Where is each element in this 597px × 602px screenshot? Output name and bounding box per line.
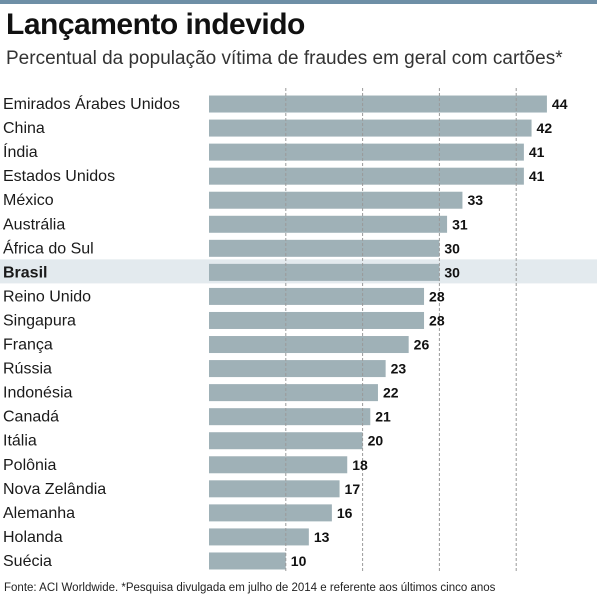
category-label-8: Reino Unido xyxy=(3,288,91,305)
bar-19 xyxy=(209,552,286,570)
bar-16 xyxy=(209,480,340,498)
category-label-6: África do Sul xyxy=(3,238,94,257)
value-label-12: 22 xyxy=(383,385,399,401)
value-label-18: 13 xyxy=(314,529,330,545)
category-label-1: China xyxy=(3,120,45,137)
value-label-10: 26 xyxy=(414,337,430,353)
value-label-4: 33 xyxy=(467,192,483,208)
value-label-14: 20 xyxy=(368,433,384,449)
bar-5 xyxy=(209,215,448,233)
category-label-4: México xyxy=(3,192,54,209)
category-label-9: Singapura xyxy=(3,312,76,329)
value-label-7: 30 xyxy=(444,264,460,280)
bar-3 xyxy=(209,167,524,185)
bar-7 xyxy=(209,263,440,281)
category-label-18: Holanda xyxy=(3,529,63,546)
category-label-19: Suécia xyxy=(3,553,52,570)
bar-12 xyxy=(209,384,378,402)
value-label-17: 16 xyxy=(337,505,353,521)
bar-9 xyxy=(209,311,425,329)
value-label-8: 28 xyxy=(429,288,445,304)
category-label-5: Austrália xyxy=(3,216,65,233)
bar-11 xyxy=(209,360,386,378)
bar-6 xyxy=(209,239,440,257)
value-label-11: 23 xyxy=(391,361,407,377)
value-label-19: 10 xyxy=(291,553,307,569)
category-label-14: Itália xyxy=(3,433,37,450)
category-label-13: Canadá xyxy=(3,409,59,426)
value-label-15: 18 xyxy=(352,457,368,473)
chart-subtitle: Percentual da população vítima de fraude… xyxy=(6,48,563,69)
value-label-6: 30 xyxy=(444,240,460,256)
category-label-12: Indonésia xyxy=(3,385,72,402)
category-label-17: Alemanha xyxy=(3,505,75,522)
bar-2 xyxy=(209,143,524,161)
value-label-3: 41 xyxy=(529,168,545,184)
category-label-3: Estados Unidos xyxy=(3,168,115,185)
bar-1 xyxy=(209,119,532,137)
value-label-9: 28 xyxy=(429,312,445,328)
bar-13 xyxy=(209,408,371,426)
value-label-0: 44 xyxy=(552,96,568,112)
bar-4 xyxy=(209,191,463,209)
category-label-7: Brasil xyxy=(3,264,47,281)
bar-10 xyxy=(209,336,409,354)
chart-title: Lançamento indevido xyxy=(6,8,305,41)
bar-15 xyxy=(209,456,348,474)
value-label-2: 41 xyxy=(529,144,545,160)
category-label-0: Emirados Árabes Unidos xyxy=(3,94,180,113)
value-label-5: 31 xyxy=(452,216,468,232)
category-label-2: Índia xyxy=(3,142,38,161)
value-label-1: 42 xyxy=(537,120,553,136)
value-label-16: 17 xyxy=(345,481,361,497)
category-label-15: Polônia xyxy=(3,457,56,474)
bar-17 xyxy=(209,504,332,522)
bar-0 xyxy=(209,95,547,113)
top-accent-bar xyxy=(0,0,597,4)
bar-18 xyxy=(209,528,309,546)
category-label-10: França xyxy=(3,337,53,354)
category-label-16: Nova Zelândia xyxy=(3,481,106,498)
category-label-11: Rússia xyxy=(3,361,52,378)
bar-8 xyxy=(209,287,425,305)
value-label-13: 21 xyxy=(375,409,391,425)
source-note: Fonte: ACI Worldwide. *Pesquisa divulgad… xyxy=(4,582,496,594)
